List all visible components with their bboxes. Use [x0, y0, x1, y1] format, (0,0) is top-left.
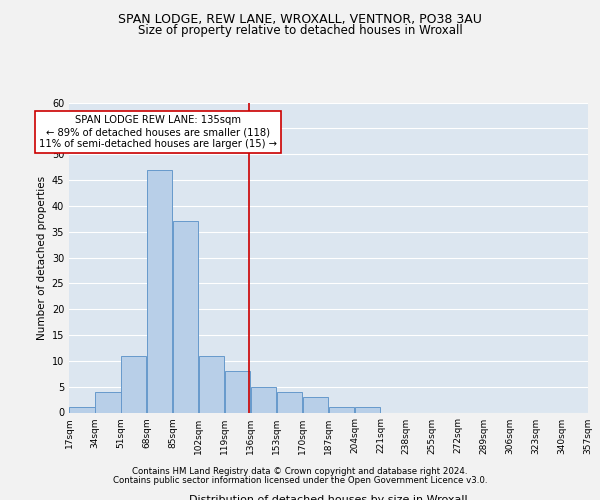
Bar: [199, 356, 224, 412]
Bar: [277, 392, 302, 412]
Y-axis label: Number of detached properties: Number of detached properties: [37, 176, 47, 340]
X-axis label: Distribution of detached houses by size in Wroxall: Distribution of detached houses by size …: [189, 496, 468, 500]
Bar: [147, 170, 172, 412]
Text: SPAN LODGE REW LANE: 135sqm
← 89% of detached houses are smaller (118)
11% of se: SPAN LODGE REW LANE: 135sqm ← 89% of det…: [38, 116, 277, 148]
Bar: [303, 397, 328, 412]
Bar: [355, 408, 380, 412]
Text: Contains HM Land Registry data © Crown copyright and database right 2024.: Contains HM Land Registry data © Crown c…: [132, 467, 468, 476]
Text: Contains public sector information licensed under the Open Government Licence v3: Contains public sector information licen…: [113, 476, 487, 485]
Bar: [70, 408, 95, 412]
Bar: [329, 408, 354, 412]
Bar: [173, 222, 199, 412]
Bar: [121, 356, 146, 412]
Bar: [251, 386, 276, 412]
Bar: [225, 371, 250, 412]
Bar: [95, 392, 121, 412]
Text: Size of property relative to detached houses in Wroxall: Size of property relative to detached ho…: [137, 24, 463, 37]
Text: SPAN LODGE, REW LANE, WROXALL, VENTNOR, PO38 3AU: SPAN LODGE, REW LANE, WROXALL, VENTNOR, …: [118, 12, 482, 26]
